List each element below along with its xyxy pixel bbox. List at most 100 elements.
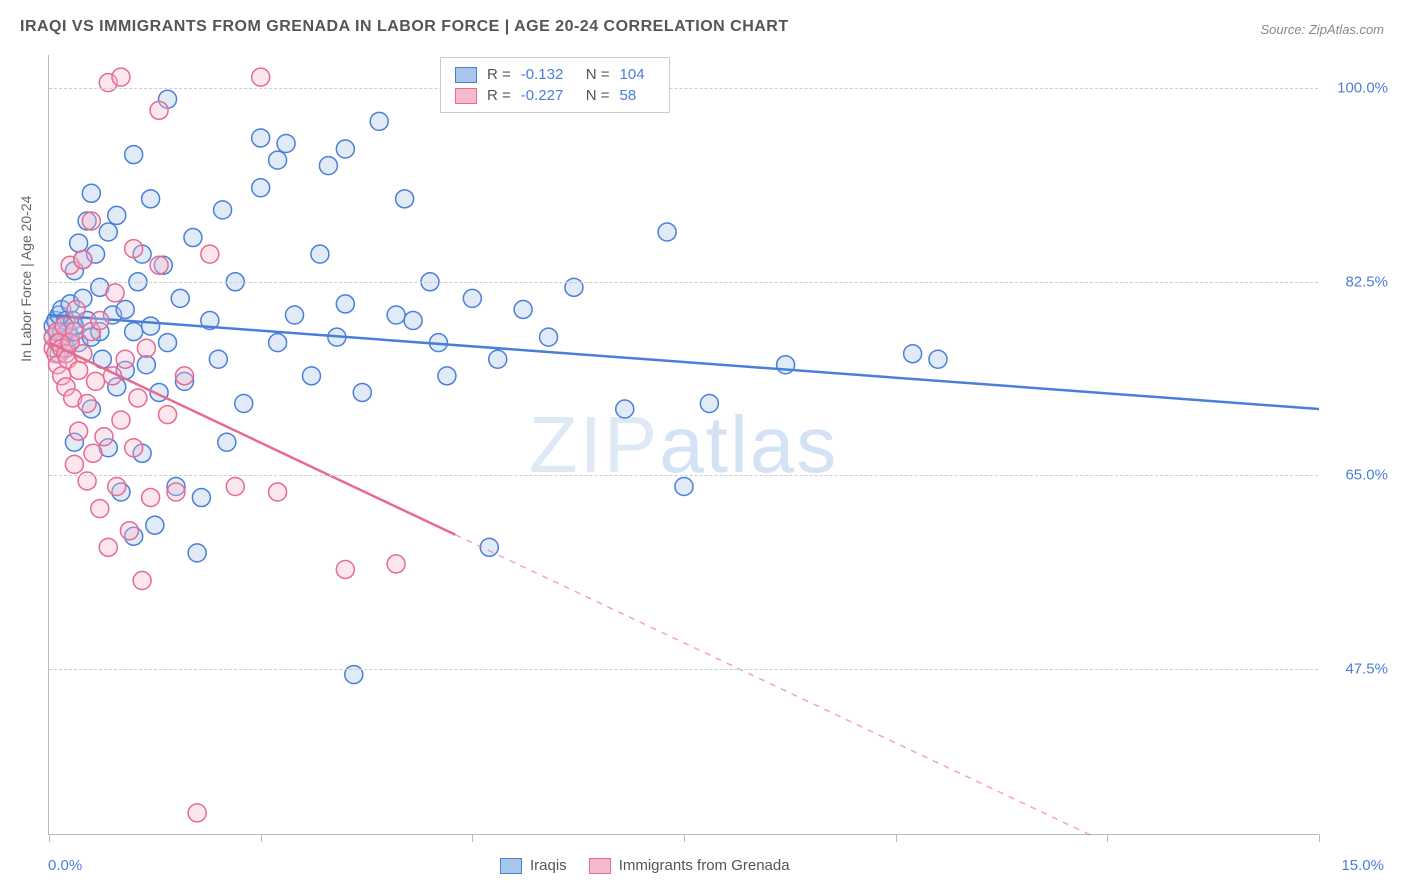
stat-n-value: 104 xyxy=(620,66,655,83)
x-tick-label-min: 0.0% xyxy=(48,857,82,874)
data-point xyxy=(235,395,253,413)
data-point xyxy=(159,406,177,424)
data-point xyxy=(336,295,354,313)
data-point xyxy=(252,129,270,147)
data-point xyxy=(99,223,117,241)
data-point xyxy=(137,339,155,357)
data-point xyxy=(142,317,160,335)
data-point xyxy=(438,367,456,385)
x-tick xyxy=(1107,834,1108,842)
data-point xyxy=(82,184,100,202)
chart-container: IRAQI VS IMMIGRANTS FROM GRENADA IN LABO… xyxy=(0,0,1406,892)
legend-swatch xyxy=(455,67,477,83)
y-tick-label: 47.5% xyxy=(1328,661,1388,678)
data-point xyxy=(387,306,405,324)
data-point xyxy=(171,289,189,307)
data-point xyxy=(142,489,160,507)
data-point xyxy=(658,223,676,241)
data-point xyxy=(616,400,634,418)
data-point xyxy=(252,179,270,197)
data-point xyxy=(99,538,117,556)
data-point xyxy=(95,428,113,446)
stat-n-label: N = xyxy=(586,87,610,104)
gridline xyxy=(49,282,1318,283)
data-point xyxy=(78,395,96,413)
data-point xyxy=(269,483,287,501)
data-point xyxy=(82,212,100,230)
data-point xyxy=(120,522,138,540)
plot-area: ZIPatlas 47.5%65.0%82.5%100.0% xyxy=(48,55,1318,835)
data-point xyxy=(396,190,414,208)
x-tick xyxy=(896,834,897,842)
data-point xyxy=(269,334,287,352)
stat-r-value: -0.227 xyxy=(521,87,576,104)
stat-n-label: N = xyxy=(586,66,610,83)
x-tick xyxy=(684,834,685,842)
legend-stat-row: R = -0.227 N = 58 xyxy=(455,85,655,106)
data-point xyxy=(150,256,168,274)
stat-r-label: R = xyxy=(487,66,511,83)
data-point xyxy=(125,146,143,164)
x-tick xyxy=(472,834,473,842)
data-point xyxy=(175,367,193,385)
legend-stats: R = -0.132 N = 104 R = -0.227 N = 58 xyxy=(440,57,670,113)
data-point xyxy=(142,190,160,208)
data-point xyxy=(106,284,124,302)
data-point xyxy=(65,455,83,473)
data-point xyxy=(904,345,922,363)
data-point xyxy=(311,245,329,263)
gridline xyxy=(49,88,1318,89)
data-point xyxy=(226,477,244,495)
data-point xyxy=(108,477,126,495)
y-tick-label: 65.0% xyxy=(1328,467,1388,484)
data-point xyxy=(84,444,102,462)
data-point xyxy=(70,422,88,440)
data-point xyxy=(112,411,130,429)
legend-item: Iraqis xyxy=(500,857,567,874)
data-point xyxy=(70,234,88,252)
data-point xyxy=(336,560,354,578)
data-point xyxy=(87,372,105,390)
data-point xyxy=(353,383,371,401)
x-tick xyxy=(1319,834,1320,842)
data-point xyxy=(137,356,155,374)
legend-swatch xyxy=(455,88,477,104)
legend-stat-row: R = -0.132 N = 104 xyxy=(455,64,655,85)
data-point xyxy=(67,300,85,318)
data-point xyxy=(209,350,227,368)
legend-label: Iraqis xyxy=(530,857,567,874)
data-point xyxy=(336,140,354,158)
data-point xyxy=(201,245,219,263)
stat-r-label: R = xyxy=(487,87,511,104)
stat-n-value: 58 xyxy=(620,87,655,104)
data-point xyxy=(387,555,405,573)
data-point xyxy=(91,312,109,330)
data-point xyxy=(65,323,83,341)
source-attribution: Source: ZipAtlas.com xyxy=(1260,22,1384,37)
data-point xyxy=(125,240,143,258)
data-point xyxy=(252,68,270,86)
data-point xyxy=(302,367,320,385)
data-point xyxy=(489,350,507,368)
data-point xyxy=(370,112,388,130)
data-point xyxy=(188,804,206,822)
data-point xyxy=(133,572,151,590)
data-point xyxy=(112,68,130,86)
data-point xyxy=(277,135,295,153)
data-point xyxy=(188,544,206,562)
data-point xyxy=(286,306,304,324)
stat-r-value: -0.132 xyxy=(521,66,576,83)
data-point xyxy=(700,395,718,413)
x-tick xyxy=(49,834,50,842)
y-tick-label: 100.0% xyxy=(1328,80,1388,97)
data-point xyxy=(70,361,88,379)
gridline xyxy=(49,669,1318,670)
chart-title: IRAQI VS IMMIGRANTS FROM GRENADA IN LABO… xyxy=(20,18,789,36)
data-point xyxy=(218,433,236,451)
data-point xyxy=(74,251,92,269)
data-point xyxy=(159,334,177,352)
data-point xyxy=(540,328,558,346)
data-point xyxy=(184,229,202,247)
data-point xyxy=(269,151,287,169)
legend-item: Immigrants from Grenada xyxy=(589,857,790,874)
